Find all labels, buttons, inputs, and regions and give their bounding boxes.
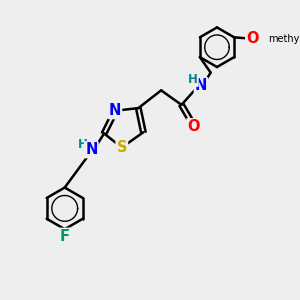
Text: H: H: [78, 138, 88, 151]
Text: O: O: [188, 119, 200, 134]
Text: H: H: [188, 73, 198, 86]
Text: methyl: methyl: [268, 34, 300, 44]
Text: F: F: [60, 229, 70, 244]
Text: N: N: [109, 103, 121, 118]
Text: N: N: [195, 78, 207, 93]
Text: O: O: [246, 31, 259, 46]
Text: S: S: [117, 140, 127, 155]
Text: N: N: [85, 142, 98, 157]
